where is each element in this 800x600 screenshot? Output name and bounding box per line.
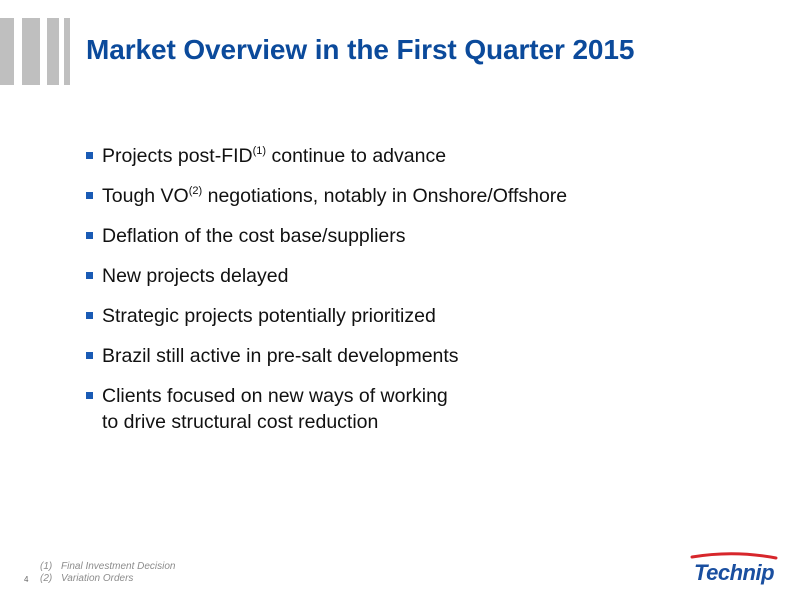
bullet-text: negotiations, notably in Onshore/Offshor… [202,185,568,207]
footnote-number: (2) [40,573,53,584]
decor-bar [47,18,59,85]
decorative-bars [0,18,70,85]
footnote-ref: (1) [252,145,267,157]
footnote-text: Variation Orders [61,573,134,584]
bullet-text: Projects post-FID [102,145,253,167]
bullet-marker-icon [86,232,93,239]
bullet-item: Brazil still active in pre-salt developm… [86,343,567,369]
bullet-item: New projects delayed [86,263,567,289]
bullet-marker-icon [86,352,93,359]
decor-bar [0,18,14,85]
bullet-marker-icon [86,312,93,319]
decor-bar [64,18,70,85]
bullet-marker-icon [86,192,93,199]
bullet-item: Strategic projects potentially prioritiz… [86,303,567,329]
page-title: Market Overview in the First Quarter 201… [86,34,635,65]
footnote: (2) Variation Orders [40,573,176,585]
bullet-marker-icon [86,152,93,159]
logo-text: Technip [694,560,774,585]
footnotes: (1) Final Investment Decision (2) Variatio… [40,561,176,585]
bullet-marker-icon [86,392,93,399]
bullet-text-continuation: to drive structural cost reduction [102,411,379,433]
bullet-text: Clients focused on new ways of working [102,385,448,407]
bullet-item: Deflation of the cost base/suppliers [86,223,567,249]
bullet-item: Clients focused on new ways of working t… [86,383,567,435]
bullet-text: New projects delayed [102,265,289,287]
technip-logo-icon: Technip [690,552,778,585]
decor-bar [22,18,40,85]
footnote-text: Final Investment Decision [61,561,176,572]
technip-logo: Technip [686,552,782,588]
bullet-text: Deflation of the cost base/suppliers [102,225,406,247]
footnote: (1) Final Investment Decision [40,561,176,573]
page-number: 4 [24,575,29,584]
bullet-text: Tough VO [102,185,189,207]
bullet-text: Strategic projects potentially prioritiz… [102,305,436,327]
footnote-ref: (2) [188,185,203,197]
bullet-text: continue to advance [266,145,447,167]
footnote-number: (1) [40,561,53,572]
bullet-text: Brazil still active in pre-salt developm… [102,345,459,367]
bullet-marker-icon [86,272,93,279]
bullet-list: Projects post-FID(1) continue to advance… [86,143,567,449]
bullet-item: Tough VO(2) negotiations, notably in Ons… [86,183,567,209]
bullet-item: Projects post-FID(1) continue to advance [86,143,567,169]
